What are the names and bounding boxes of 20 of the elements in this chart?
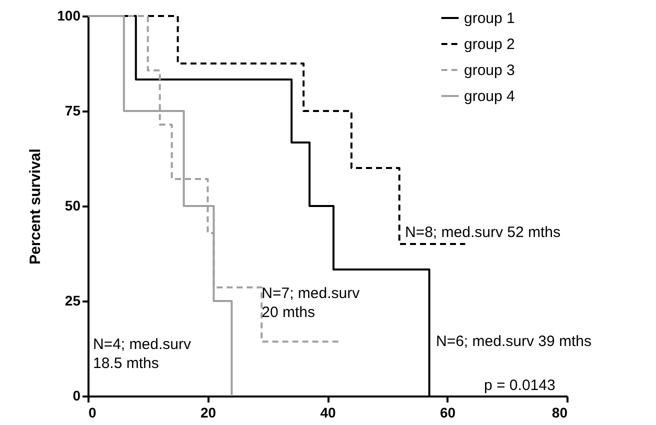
y-tick-label: 100 — [57, 8, 81, 24]
annotation: N=4; med.surv 18.5 mths — [93, 336, 192, 372]
x-tick-label: 0 — [88, 404, 96, 420]
annotation: N=8; med.surv 52 mths — [405, 224, 560, 241]
y-axis-title: Percent survival — [27, 148, 44, 264]
y-tick-label: 75 — [64, 102, 81, 118]
x-tick-label: 60 — [440, 404, 456, 420]
y-tick-label: 25 — [64, 292, 81, 308]
y-tick-label: 50 — [64, 198, 81, 214]
annotation: N=7; med.surv 20 mths — [262, 284, 360, 321]
legend-label: group 2 — [464, 36, 515, 53]
x-tick-label: 80 — [552, 404, 568, 420]
legend-label: group 1 — [464, 10, 515, 27]
legend-label: group 4 — [464, 88, 515, 105]
y-tick-label: 0 — [72, 388, 81, 404]
annotation: p = 0.0143 — [484, 377, 556, 394]
annotation: N=6; med.surv 39 mths — [436, 333, 592, 350]
legend-label: group 3 — [464, 62, 515, 79]
x-tick-label: 20 — [200, 404, 216, 420]
x-tick-label: 40 — [320, 404, 336, 420]
